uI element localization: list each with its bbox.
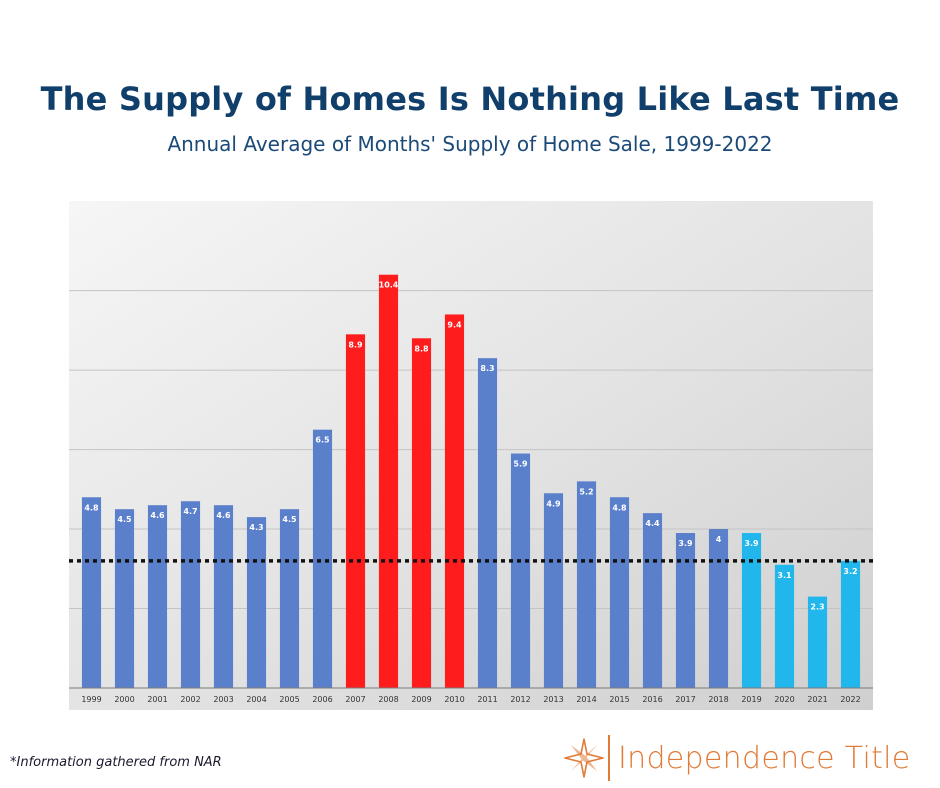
x-tick-label: 2010 xyxy=(444,695,464,704)
bar-2021 xyxy=(807,596,828,688)
bar-value-label: 8.9 xyxy=(348,340,363,349)
x-tick-label: 2003 xyxy=(213,695,233,704)
bar-value-label: 4.4 xyxy=(645,519,660,528)
x-tick-label: 2000 xyxy=(114,695,134,704)
source-footnote: *Information gathered from NAR xyxy=(10,755,222,770)
bar-2008 xyxy=(378,274,399,688)
x-tick-label: 2005 xyxy=(279,695,299,704)
bar-2010 xyxy=(444,314,465,688)
bar-value-label: 2.3 xyxy=(810,603,824,612)
bar-2020 xyxy=(774,564,795,688)
bar-value-label: 8.8 xyxy=(414,344,429,353)
plot-background xyxy=(69,201,873,710)
bar-value-label: 4.8 xyxy=(84,503,99,512)
logo-divider xyxy=(608,735,610,781)
x-tick-label: 2022 xyxy=(840,695,860,704)
bar-2003 xyxy=(213,505,234,688)
bar-2007 xyxy=(345,334,366,688)
x-tick-label: 2012 xyxy=(510,695,530,704)
bar-2005 xyxy=(279,509,300,688)
bar-2002 xyxy=(180,501,201,688)
bar-2019 xyxy=(741,533,762,688)
bar-value-label: 4 xyxy=(716,535,722,544)
bar-2000 xyxy=(114,509,135,688)
bar-chart: 4.8 4.5 4.6 4.7 4.6 4.3 4.5 6.5 8.9 10.4 8.8 9.4 8.3… xyxy=(69,201,873,710)
x-tick-label: 2021 xyxy=(807,695,827,704)
bar-2014 xyxy=(576,481,597,688)
x-tick-label: 2007 xyxy=(345,695,365,704)
x-tick-label: 2018 xyxy=(708,695,728,704)
bar-value-label: 5.2 xyxy=(579,487,593,496)
bar-value-label: 10.4 xyxy=(379,281,399,290)
x-tick-label: 2004 xyxy=(246,695,266,704)
bar-2012 xyxy=(510,453,531,688)
x-tick-label: 2008 xyxy=(378,695,398,704)
x-tick-label: 2001 xyxy=(147,695,167,704)
chart-subtitle: Annual Average of Months' Supply of Home… xyxy=(167,132,773,156)
bar-value-label: 3.9 xyxy=(744,539,759,548)
chart-title: The Supply of Homes Is Nothing Like Last… xyxy=(40,80,900,118)
bar-value-label: 4.9 xyxy=(546,499,561,508)
bar-value-label: 4.6 xyxy=(216,511,231,520)
x-tick-label: 2015 xyxy=(609,695,629,704)
bar-2013 xyxy=(543,493,564,688)
x-tick-label: 2017 xyxy=(675,695,695,704)
bar-value-label: 4.3 xyxy=(249,523,263,532)
x-tick-label: 2016 xyxy=(642,695,662,704)
x-tick-label: 2013 xyxy=(543,695,563,704)
star-icon xyxy=(564,738,604,778)
bar-2015 xyxy=(609,497,630,688)
bar-2009 xyxy=(411,338,432,688)
x-tick-label: 2020 xyxy=(774,695,794,704)
x-tick-label: 2002 xyxy=(180,695,200,704)
bar-1999 xyxy=(81,497,102,688)
bar-value-label: 3.1 xyxy=(777,571,792,580)
bar-value-label: 9.4 xyxy=(447,320,462,329)
bar-value-label: 3.2 xyxy=(843,567,857,576)
bar-value-label: 4.8 xyxy=(612,503,627,512)
bar-value-label: 4.5 xyxy=(117,515,132,524)
x-tick-label: 2006 xyxy=(312,695,332,704)
bar-value-label: 6.5 xyxy=(315,436,330,445)
bar-2018 xyxy=(708,529,729,688)
bar-value-label: 4.5 xyxy=(282,515,297,524)
bar-2006 xyxy=(312,429,333,688)
x-tick-label: 2009 xyxy=(411,695,431,704)
bar-2004 xyxy=(246,517,267,688)
x-tick-label: 2019 xyxy=(741,695,761,704)
bar-2001 xyxy=(147,505,168,688)
bar-2022 xyxy=(840,560,861,688)
bar-value-label: 8.3 xyxy=(480,364,494,373)
x-tick-label: 1999 xyxy=(81,695,101,704)
bar-value-label: 5.9 xyxy=(513,460,528,469)
bar-2017 xyxy=(675,533,696,688)
x-tick-label: 2011 xyxy=(477,695,497,704)
bar-2016 xyxy=(642,513,663,688)
x-tick-label: 2014 xyxy=(576,695,596,704)
bar-value-label: 3.9 xyxy=(678,539,693,548)
bar-value-label: 4.7 xyxy=(183,507,197,516)
bar-value-label: 4.6 xyxy=(150,511,165,520)
brand-logo[interactable]: Independence Title xyxy=(564,734,911,782)
brand-name: Independence Title xyxy=(618,740,911,776)
bar-2011 xyxy=(477,358,498,688)
